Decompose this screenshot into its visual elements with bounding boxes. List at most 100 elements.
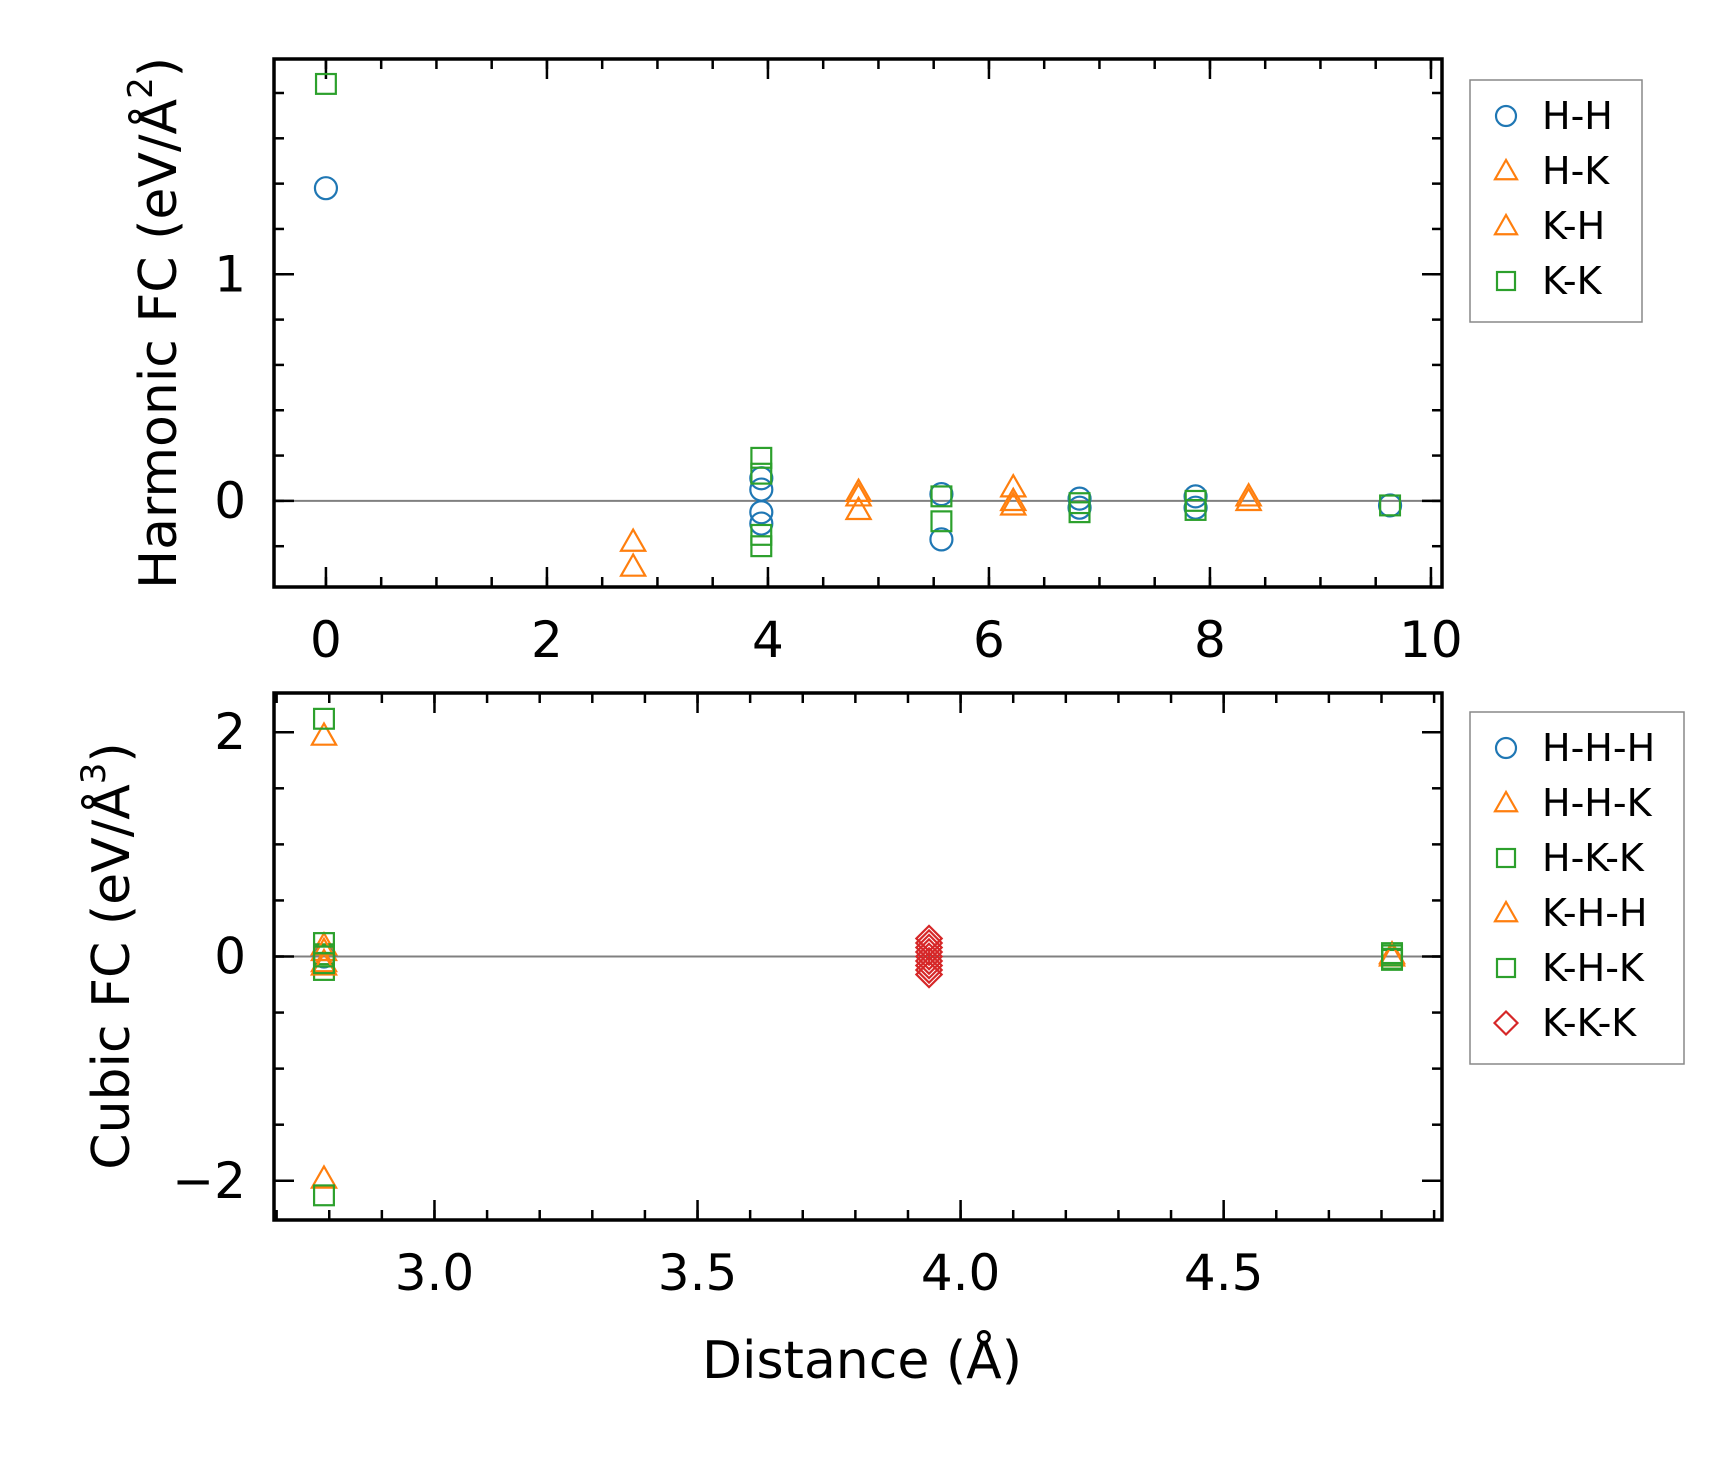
legend-label: H-H-K [1542, 781, 1653, 825]
data-point [914, 928, 944, 958]
data-point [844, 477, 873, 502]
series-k-h [844, 482, 1263, 512]
series-h-k [619, 472, 1263, 577]
harmonic-plot-frame [272, 57, 1444, 589]
data-point [619, 552, 648, 577]
x-tick-label: 4.0 [921, 1244, 1001, 1302]
legend-marker [1493, 789, 1519, 813]
data-point [914, 955, 944, 985]
legend-marker [1494, 736, 1518, 760]
data-point [914, 933, 944, 962]
data-point [309, 936, 338, 962]
data-point [313, 176, 339, 201]
harmonic-y-axis-label-close: ) [129, 57, 189, 77]
data-point [749, 500, 774, 525]
legend-marker [1495, 957, 1517, 979]
series-k-h-k [312, 944, 1404, 975]
legend-label: K-H-H [1542, 891, 1648, 935]
harmonic-y-axis-label-sup: 2 [121, 77, 161, 99]
data-point [749, 511, 774, 536]
data-point [1234, 486, 1263, 512]
x-tick-label: 2 [531, 611, 563, 669]
data-point [1379, 494, 1402, 517]
data-point [1377, 493, 1403, 518]
legend-label: H-K [1542, 149, 1610, 193]
data-point [750, 462, 773, 485]
y-tick-label: 0 [214, 928, 246, 986]
legend-marker [1493, 899, 1519, 923]
data-point [312, 1184, 335, 1207]
data-point [914, 942, 944, 971]
legend-label: H-K-K [1542, 836, 1645, 880]
cubic-plot-frame [272, 691, 1444, 1222]
data-point [844, 482, 873, 507]
legend-label: K-K [1542, 259, 1603, 303]
data-point [999, 472, 1028, 498]
data-point [619, 527, 648, 552]
legend-label: K-H-K [1542, 946, 1645, 990]
cubic-points [309, 707, 1407, 1207]
legend-label: H-H-H [1542, 726, 1655, 770]
cubic-fc-panel: 3.0 3.5 4.0 4.5 −2 0 2 Cubic FC (eV/Å3) Distan… [74, 691, 1685, 1391]
harmonic-points [313, 72, 1403, 577]
x-tick-label: 0 [310, 611, 342, 669]
x-tick-label: 6 [973, 611, 1005, 669]
data-point [914, 937, 944, 967]
legend-marker [1495, 847, 1517, 869]
harmonic-legend: H-H H-K K-H K-K [1469, 79, 1643, 323]
y-tick-label: 0 [214, 472, 246, 530]
cubic-legend: H-H-H H-H-K H-K-K K-H-H K-H-K K-K-K [1469, 711, 1685, 1065]
legend-frame [1469, 711, 1685, 1065]
harmonic-y-axis-label: Harmonic FC (eV/Å2) [121, 57, 190, 589]
data-point [930, 485, 953, 508]
x-tick-label: 3.5 [658, 1244, 738, 1302]
data-point [914, 946, 944, 976]
x-tick-label: 4.5 [1184, 1244, 1264, 1302]
data-point [1068, 501, 1091, 524]
x-tick-label: 10 [1399, 611, 1463, 669]
legend-label: H-H [1542, 94, 1613, 138]
data-point [312, 952, 335, 975]
data-point [1184, 498, 1207, 521]
data-point [750, 535, 773, 558]
data-point [1234, 482, 1263, 507]
y-tick-label: −2 [172, 1152, 246, 1210]
data-point [914, 951, 944, 980]
cubic-tick-labels: 3.0 3.5 4.0 4.5 −2 0 2 [172, 703, 1263, 1302]
legend-frame [1469, 79, 1643, 323]
harmonic-ticks [274, 59, 1442, 587]
y-tick-label: 2 [214, 703, 246, 761]
cubic-y-axis-label-sup: 3 [74, 763, 114, 785]
data-point [750, 523, 773, 546]
cubic-y-axis-label-main: Cubic FC (eV/Å [80, 784, 142, 1170]
data-point [930, 510, 953, 533]
harmonic-tick-labels: 0 2 4 6 8 10 0 1 [214, 245, 1463, 669]
data-point [999, 491, 1028, 516]
legend-marker [1492, 1009, 1520, 1037]
legend-marker [1493, 157, 1519, 181]
x-tick-label: 4 [752, 611, 784, 669]
y-tick-label: 1 [214, 245, 246, 303]
series-k-k [314, 72, 1402, 558]
data-point [1381, 947, 1404, 970]
data-point [929, 527, 954, 552]
x-axis-label: Distance (Å) [702, 1329, 1022, 1391]
cubic-y-axis-label-close: ) [82, 742, 142, 762]
x-tick-label: 3.0 [395, 1244, 475, 1302]
data-point [999, 486, 1028, 512]
legend-label: K-K-K [1542, 1001, 1637, 1045]
harmonic-y-axis-label-main: Harmonic FC (eV/Å [127, 98, 189, 589]
series-k-k-k [914, 924, 944, 989]
x-tick-label: 8 [1194, 611, 1226, 669]
data-point [309, 1164, 338, 1189]
data-point [309, 721, 338, 746]
legend-marker [1493, 212, 1519, 236]
data-point [844, 495, 873, 521]
data-point [914, 960, 944, 989]
data-point [750, 446, 773, 469]
data-point [314, 72, 337, 95]
legend-marker [1494, 104, 1518, 128]
data-point [312, 707, 335, 730]
legend-marker [1495, 270, 1517, 292]
